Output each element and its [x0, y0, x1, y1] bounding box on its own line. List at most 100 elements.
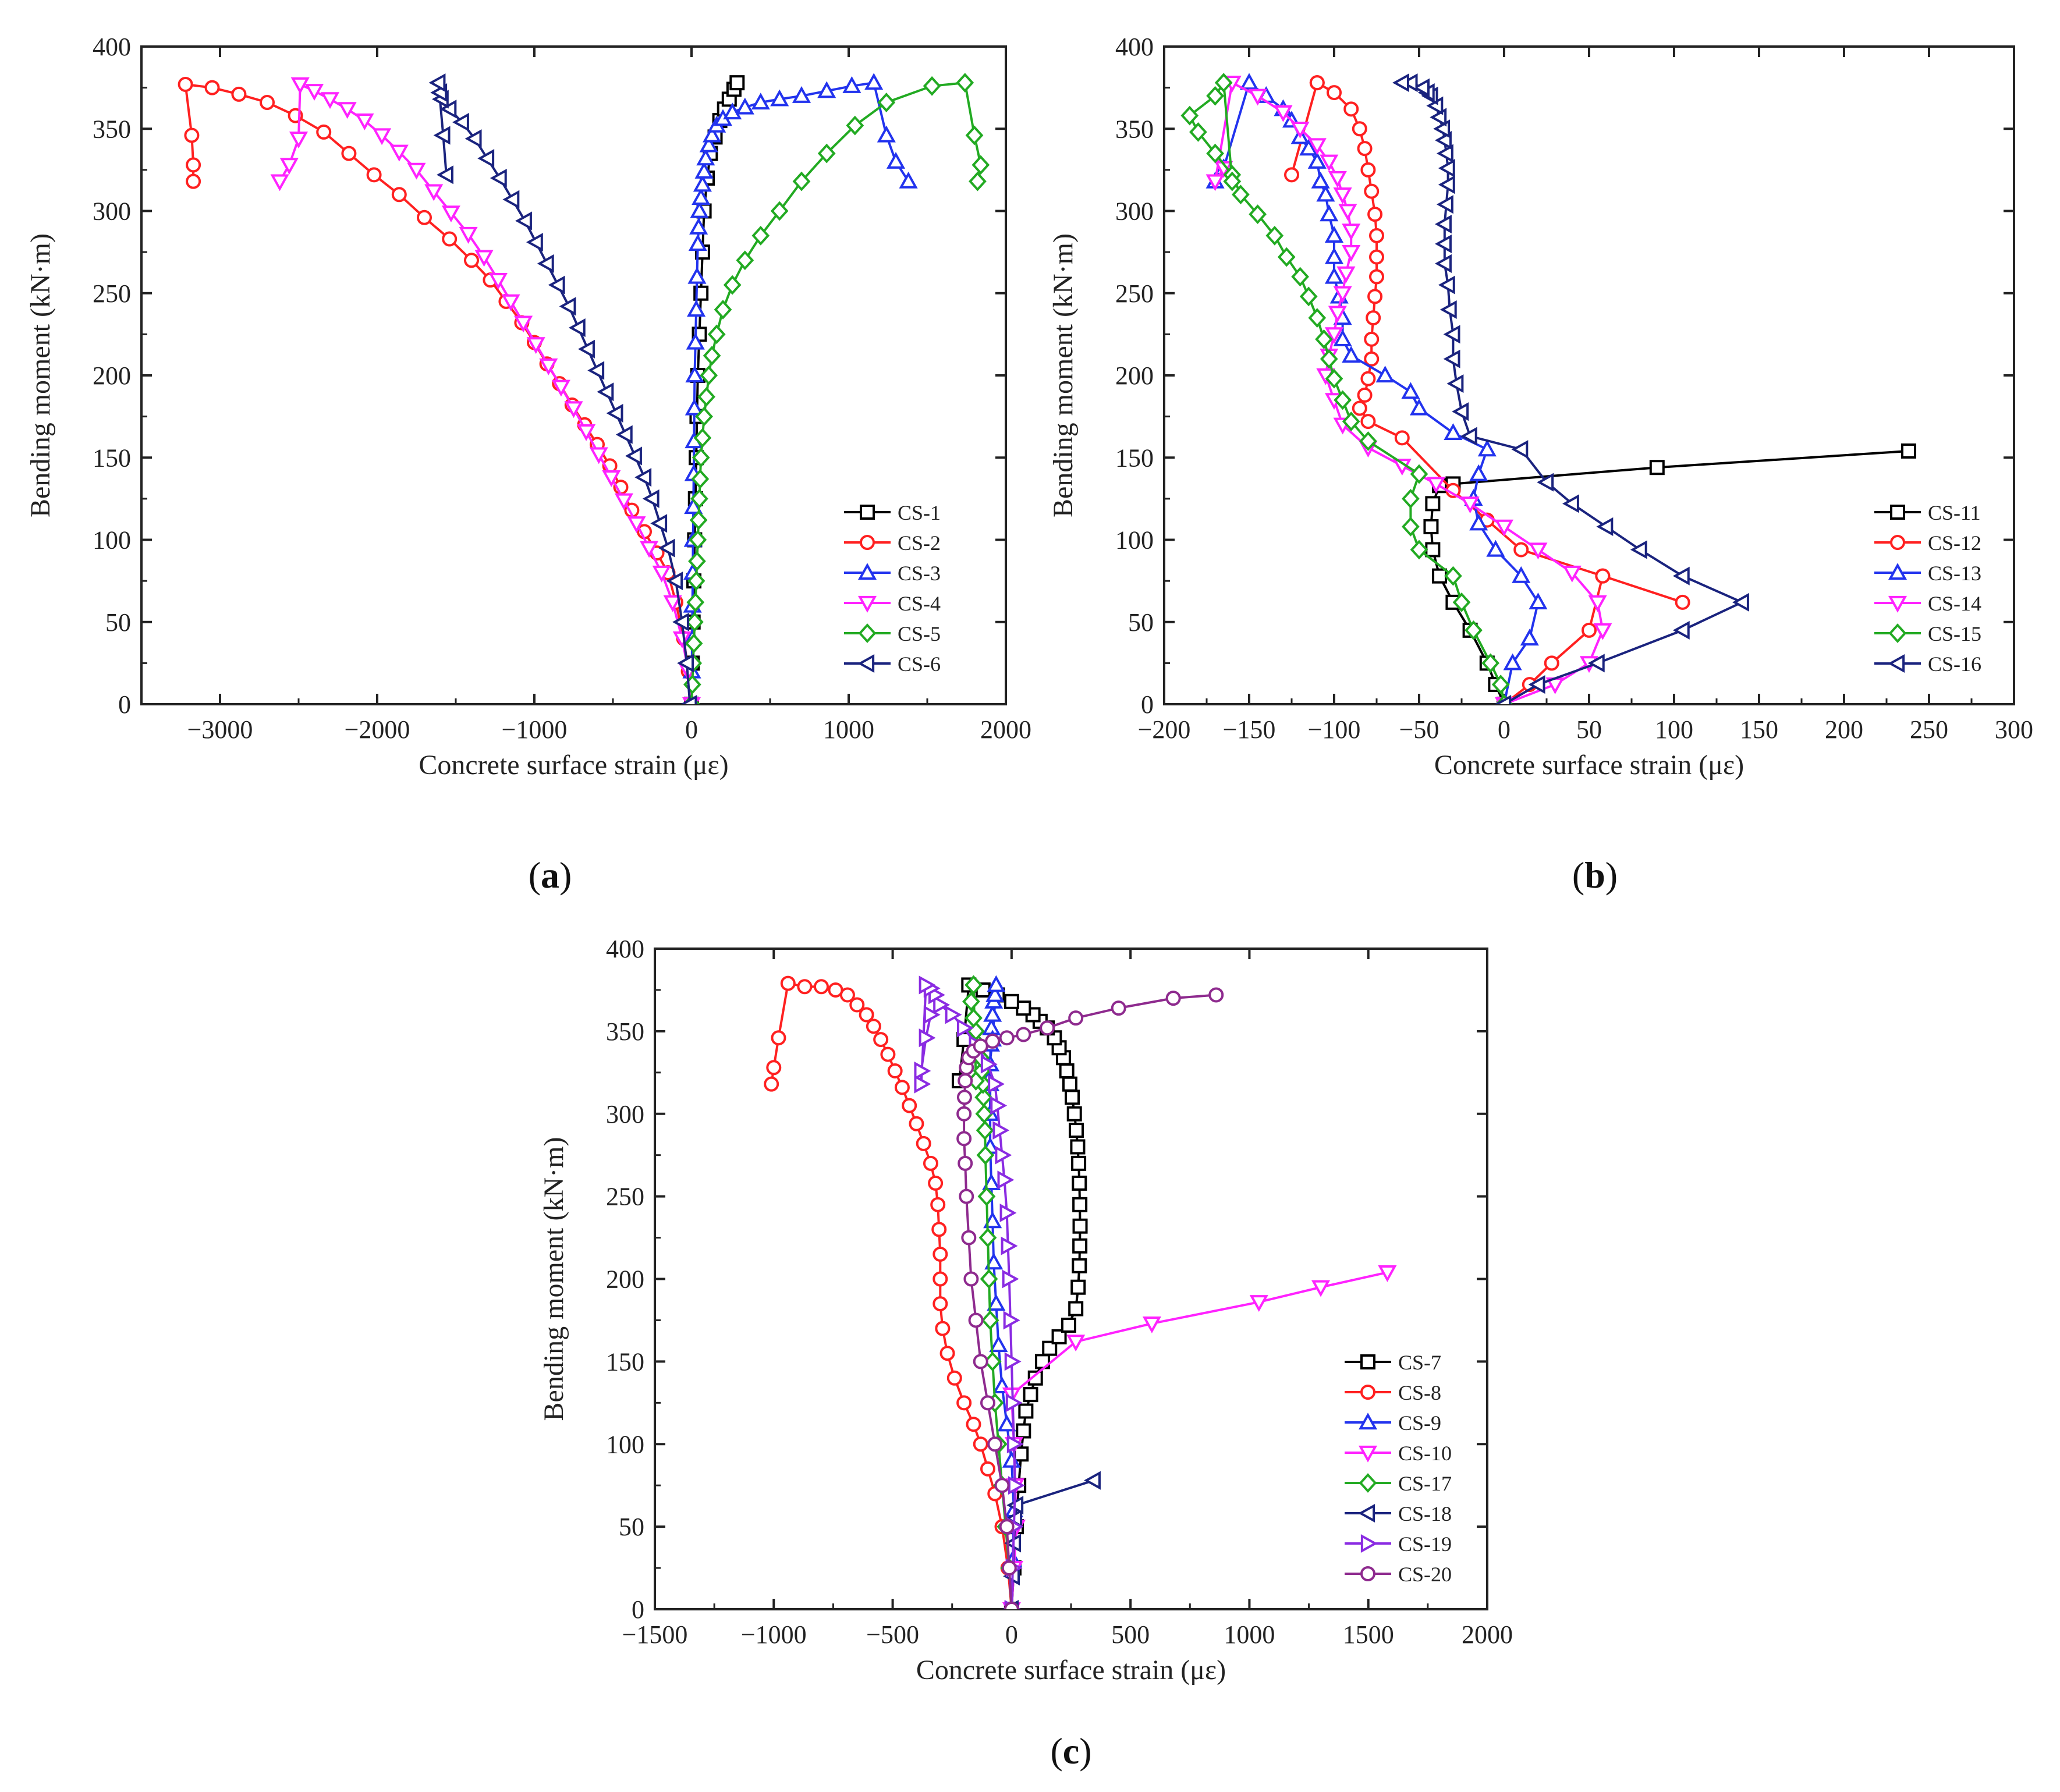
- data-point-cs-7: [1018, 1403, 1034, 1419]
- data-point-cs-9: [984, 1252, 1004, 1270]
- data-point-cs-17: [978, 1227, 997, 1248]
- data-point-cs-15: [1410, 464, 1428, 484]
- data-point-cs-13: [1486, 540, 1505, 557]
- y-axis-label-c: Bending moment (kN·m): [538, 1137, 569, 1421]
- data-point-cs-15: [1465, 620, 1483, 640]
- data-point-cs-5: [703, 346, 721, 366]
- data-point-cs-16: [1435, 215, 1452, 234]
- data-point-cs-15: [1308, 308, 1327, 328]
- data-point-cs-7: [1027, 1370, 1043, 1386]
- data-point-cs-14: [1333, 187, 1352, 205]
- data-point-cs-8: [866, 1019, 881, 1034]
- data-point-cs-16: [1452, 402, 1469, 421]
- data-point-cs-19: [1003, 1311, 1020, 1330]
- data-point-cs-6: [477, 149, 495, 168]
- data-point-cs-4: [459, 226, 478, 244]
- data-point-cs-12: [1582, 622, 1597, 638]
- data-point-cs-4: [614, 493, 633, 510]
- data-point-cs-6: [615, 425, 633, 444]
- data-point-cs-13: [1469, 513, 1488, 531]
- y-tick-label-c: 0: [632, 1595, 644, 1624]
- data-point-cs-4: [577, 424, 596, 441]
- data-point-cs-8: [923, 1155, 938, 1171]
- data-point-cs-6: [650, 514, 668, 533]
- data-point-cs-20: [1068, 1010, 1084, 1026]
- data-point-cs-12: [1595, 568, 1611, 584]
- y-tick-label-b: 400: [1115, 33, 1154, 61]
- legend-label-cs-1: CS-1: [898, 501, 941, 524]
- data-point-cs-19: [995, 1145, 1012, 1165]
- data-point-cs-8: [902, 1098, 917, 1113]
- data-point-cs-5: [689, 510, 708, 530]
- data-point-cs-20: [999, 1030, 1015, 1046]
- legend-label-cs-14: CS-14: [1928, 592, 1981, 615]
- data-point-cs-12: [1360, 414, 1376, 430]
- legend-marker-cs-16: [1888, 654, 1905, 673]
- data-point-cs-20: [968, 1312, 984, 1328]
- x-tick-label-b: −150: [1223, 715, 1276, 744]
- data-point-cs-15: [1320, 349, 1338, 369]
- data-point-cs-7: [1051, 1329, 1067, 1344]
- data-point-cs-15: [1491, 675, 1510, 694]
- data-point-cs-16: [1672, 566, 1690, 585]
- data-point-cs-12: [1364, 331, 1380, 347]
- data-point-cs-13: [1324, 267, 1344, 284]
- caption-a-letter: a: [541, 854, 559, 896]
- data-point-cs-20: [959, 1188, 974, 1204]
- chart-panel-a: −3000 −2000 −1000 0 1000 2000 0 50 100 150 200 250 3…: [25, 33, 1031, 780]
- data-point-cs-12: [1394, 430, 1410, 446]
- legend-marker-cs-4: [857, 595, 877, 613]
- data-point-cs-4: [290, 77, 310, 94]
- series-line-cs-11: [1430, 450, 1909, 704]
- data-point-cs-12: [1284, 167, 1299, 183]
- data-point-cs-13: [1307, 151, 1327, 169]
- data-point-cs-12: [1364, 351, 1380, 367]
- legend-marker-cs-20: [1360, 1566, 1375, 1581]
- data-point-cs-16: [1630, 540, 1647, 559]
- data-point-cs-5: [686, 612, 704, 632]
- data-point-cs-7: [1072, 1258, 1087, 1273]
- legend-marker-cs-5: [858, 623, 877, 643]
- legend-marker-cs-1: [860, 505, 875, 520]
- data-point-cs-9: [997, 1414, 1016, 1432]
- data-point-cs-19: [999, 1203, 1017, 1223]
- data-point-cs-16: [1443, 325, 1460, 344]
- data-point-cs-20: [1165, 991, 1181, 1006]
- data-point-cs-6: [587, 361, 605, 380]
- data-point-cs-14: [1336, 266, 1356, 283]
- data-point-cs-16: [1511, 440, 1529, 459]
- data-point-cs-8: [873, 1032, 889, 1048]
- series-line-cs-13: [1214, 80, 1540, 704]
- data-point-cs-5: [714, 300, 732, 320]
- data-point-cs-4: [270, 174, 289, 191]
- data-point-cs-20: [987, 1436, 1003, 1452]
- data-point-cs-12: [1352, 400, 1367, 416]
- legend-label-cs-2: CS-2: [898, 531, 941, 555]
- data-point-cs-3: [877, 125, 896, 143]
- data-point-cs-7: [1072, 1218, 1088, 1234]
- data-point-cs-17: [980, 1269, 998, 1289]
- x-axis-label-b: Concrete surface strain (με): [1434, 750, 1744, 780]
- legend-label-cs-12: CS-12: [1928, 531, 1981, 555]
- data-point-cs-8: [880, 1046, 896, 1062]
- series-cs-6: [428, 73, 697, 704]
- x-tick-label-c: 1000: [1224, 1620, 1275, 1649]
- x-tick-label-c: −500: [866, 1620, 919, 1649]
- data-point-cs-12: [1367, 289, 1383, 304]
- data-point-cs-19: [919, 975, 936, 995]
- data-point-cs-4: [338, 102, 357, 119]
- legend-marker-cs-2: [860, 535, 875, 550]
- legend-marker-cs-9: [1358, 1413, 1378, 1430]
- data-point-cs-15: [1334, 390, 1352, 410]
- data-point-cs-12: [1364, 183, 1380, 199]
- y-tick-label-c: 300: [606, 1100, 644, 1129]
- legend-label-cs-16: CS-16: [1928, 652, 1981, 676]
- data-point-cs-8: [764, 1076, 779, 1092]
- data-point-cs-6: [465, 129, 482, 148]
- data-point-cs-11: [1901, 443, 1916, 459]
- data-point-cs-8: [797, 979, 813, 995]
- data-point-cs-4: [424, 184, 444, 201]
- data-point-cs-19: [957, 1019, 974, 1038]
- data-point-cs-19: [988, 1074, 1005, 1094]
- data-point-cs-16: [1438, 275, 1455, 294]
